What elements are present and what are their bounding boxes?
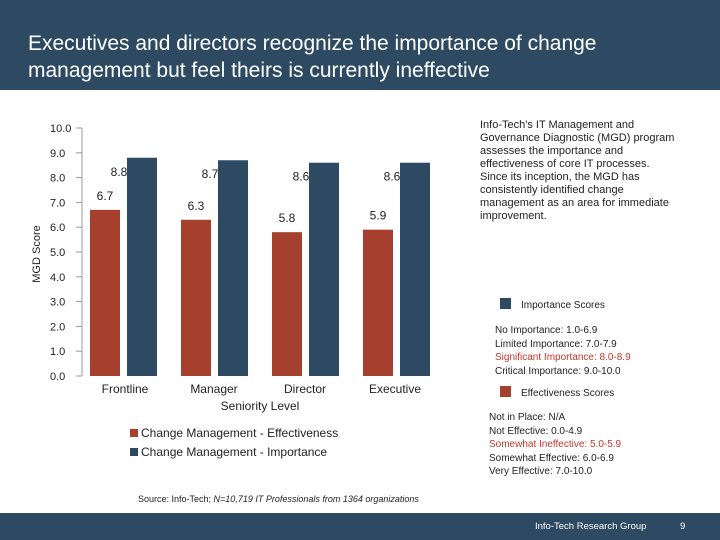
x-tick-label: Manager — [190, 382, 237, 396]
effectiveness-swatch — [500, 386, 511, 397]
header-bar: Executives and directors recognize the i… — [0, 0, 720, 90]
importance-bar — [400, 162, 430, 376]
legend-swatch — [130, 429, 138, 437]
legend-entry: Change Management - Effectiveness — [141, 426, 338, 440]
importance-scores-list: No Importance: 1.0-6.9 Limited Importanc… — [495, 324, 631, 378]
description-text: Info-Tech's IT Management and Governance… — [480, 119, 675, 222]
effectiveness-scores-title: Effectiveness Scores — [500, 386, 614, 399]
importance-value-label: 8.6 — [293, 170, 310, 184]
y-tick-label: 10.0 — [50, 123, 71, 135]
effectiveness-item: Very Effective: 7.0-10.0 — [489, 466, 593, 477]
page-title: Executives and directors recognize the i… — [28, 32, 597, 82]
page-number: 9 — [680, 521, 686, 532]
y-axis: 0.0 1.0 2.0 3.0 4.0 5.0 6.0 7.0 8.0 9.0 10.0 — [50, 123, 83, 383]
y-axis-label: MGD Score — [31, 225, 43, 282]
footer-org: Info-Tech Research Group — [535, 521, 647, 532]
importance-bar — [218, 160, 248, 376]
effectiveness-scores-list: Not in Place: N/A Not Effective: 0.0-4.9… — [489, 411, 621, 479]
importance-swatch — [500, 298, 511, 309]
bar-series — [90, 157, 430, 376]
effectiveness-item: Not in Place: N/A — [489, 412, 566, 423]
y-tick-label: 0.0 — [50, 371, 65, 383]
y-tick-label: 6.0 — [50, 222, 65, 234]
y-tick-label: 4.0 — [50, 272, 65, 284]
x-tick-label: Director — [284, 382, 326, 396]
legend-entry: Change Management - Importance — [141, 445, 327, 459]
importance-item: Limited Importance: 7.0-7.9 — [495, 338, 617, 350]
y-tick-label: 8.0 — [50, 173, 65, 185]
importance-item: Critical Importance: 9.0-10.0 — [495, 365, 621, 377]
effectiveness-value-label: 6.3 — [188, 199, 205, 213]
effectiveness-value-label: 5.9 — [370, 209, 387, 223]
y-tick-label: 9.0 — [50, 148, 65, 160]
effectiveness-bar — [272, 232, 302, 376]
effectiveness-value-label: 5.8 — [279, 211, 296, 225]
effectiveness-item: Somewhat Ineffective: 5.0-5.9 — [489, 439, 622, 450]
y-tick-label: 2.0 — [50, 321, 65, 333]
effectiveness-bar — [363, 229, 393, 376]
effectiveness-item: Not Effective: 0.0-4.9 — [489, 425, 583, 437]
x-axis: Frontline Manager Director Executive — [102, 382, 422, 396]
x-axis-label: Seniority Level — [221, 399, 300, 413]
importance-item: Significant Importance: 8.0-8.9 — [495, 352, 631, 363]
importance-item: No Importance: 1.0-6.9 — [495, 325, 598, 336]
y-tick-label: 7.0 — [50, 197, 65, 209]
bar-chart: 0.0 1.0 2.0 3.0 4.0 5.0 6.0 7.0 8.0 9.0 10.0 6.7 8.… — [31, 123, 430, 459]
effectiveness-bar — [181, 219, 211, 376]
effectiveness-item: Somewhat Effective: 6.0-6.9 — [489, 452, 614, 464]
effectiveness-bar — [90, 209, 120, 376]
y-tick-label: 1.0 — [50, 346, 65, 358]
x-tick-label: Frontline — [102, 382, 149, 396]
footer-bar: Info-Tech Research Group 9 — [0, 513, 720, 540]
importance-bar — [309, 162, 339, 376]
importance-value-label: 8.8 — [111, 165, 128, 179]
y-tick-label: 5.0 — [50, 247, 65, 259]
value-labels: 6.7 8.8 6.3 8.7 5.8 8.6 5.9 8.6 — [97, 165, 401, 225]
importance-value-label: 8.7 — [202, 167, 219, 181]
importance-bar — [127, 157, 157, 376]
y-tick-label: 3.0 — [50, 297, 65, 309]
importance-scores-title: Importance Scores — [500, 298, 605, 311]
x-tick-label: Executive — [369, 382, 421, 396]
effectiveness-value-label: 6.7 — [97, 189, 114, 203]
source-note: Source: Info-Tech; N=10,719 IT Professio… — [138, 494, 419, 504]
importance-value-label: 8.6 — [384, 170, 401, 184]
legend-swatch — [130, 448, 138, 456]
chart-legend: Change Management - Effectiveness Change … — [130, 426, 338, 459]
